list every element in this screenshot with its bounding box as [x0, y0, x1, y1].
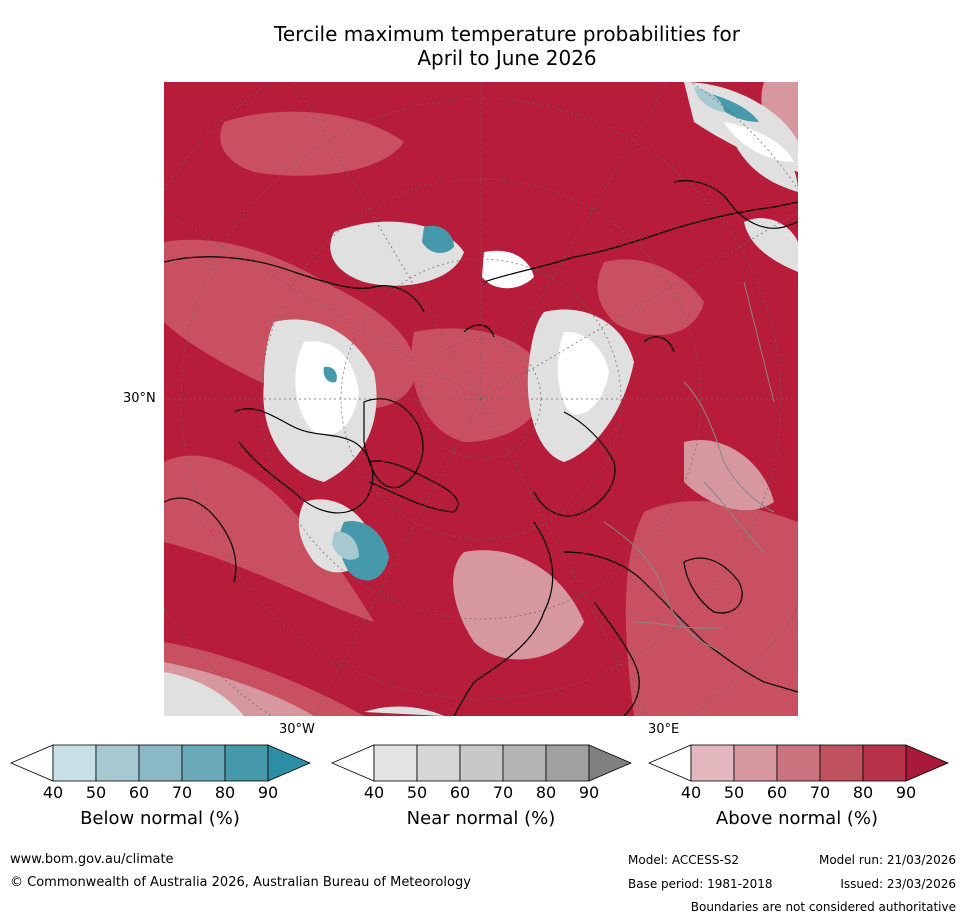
colorbar-near-title: Near normal (%) — [406, 808, 556, 829]
colorbar-extend-low — [330, 744, 375, 782]
colorbar-extend-high — [905, 744, 950, 782]
latitude-label-30n: 30°N — [123, 391, 156, 406]
colorbar-segment — [138, 744, 183, 782]
colorbar-segment — [690, 744, 735, 782]
colorbar-extend-high — [267, 744, 312, 782]
longitude-label-30w: 30°W — [279, 722, 315, 737]
colorbar-tick-label: 80 — [535, 783, 557, 802]
colorbar-below-title: Below normal (%) — [80, 808, 240, 829]
colorbar-segment — [502, 744, 547, 782]
colorbar-near-normal — [330, 744, 633, 786]
footer-url: www.bom.gov.au/climate — [10, 852, 174, 867]
no-signal-regions — [295, 122, 794, 436]
colorbar-segment — [95, 744, 140, 782]
colorbar-above-title: Above normal (%) — [715, 808, 879, 829]
colorbar-tick-label: 70 — [492, 783, 514, 802]
colorbar-tick-label: 60 — [449, 783, 471, 802]
colorbar-tick-label: 90 — [578, 783, 600, 802]
footer-issued: Issued: 23/03/2026 — [840, 877, 956, 891]
coastlines — [164, 180, 798, 716]
country-borders — [603, 281, 775, 653]
below-normal-weak-regions — [332, 87, 724, 560]
probability-map — [164, 82, 798, 716]
colorbar-segment — [181, 744, 226, 782]
colorbar-tick-label: 60 — [766, 783, 788, 802]
colorbar-segment — [545, 744, 590, 782]
colorbar-segment — [416, 744, 461, 782]
colorbar-graphic — [330, 744, 633, 782]
colorbar-tick-label: 50 — [85, 783, 107, 802]
colorbar-tick-label: 40 — [363, 783, 385, 802]
footer-copyright: © Commonwealth of Australia 2026, Austra… — [10, 875, 471, 890]
colorbar-extend-low — [647, 744, 692, 782]
colorbar-segment — [52, 744, 97, 782]
colorbar-extend-low — [9, 744, 54, 782]
colorbar-tick-label: 50 — [723, 783, 745, 802]
polar-projection-map — [164, 82, 798, 716]
longitude-label-30e: 30°E — [648, 722, 680, 737]
title-line-1: Tercile maximum temperature probabilitie… — [274, 22, 740, 46]
colorbar-above-normal — [647, 744, 950, 786]
footer-model: Model: ACCESS-S2 — [628, 853, 740, 867]
colorbar-tick-label: 80 — [214, 783, 236, 802]
colorbar-tick-label: 50 — [406, 783, 428, 802]
footer-base-period: Base period: 1981-2018 — [628, 877, 773, 891]
colorbar-segment — [224, 744, 269, 782]
colorbar-segment — [819, 744, 864, 782]
colorbar-below-normal — [9, 744, 312, 786]
title-line-2: April to June 2026 — [417, 46, 597, 70]
colorbar-segment — [459, 744, 504, 782]
colorbar-tick-label: 70 — [171, 783, 193, 802]
colorbar-tick-label: 90 — [257, 783, 279, 802]
colorbar-tick-label: 90 — [895, 783, 917, 802]
colorbar-tick-label: 80 — [852, 783, 874, 802]
colorbar-segment — [862, 744, 907, 782]
chart-title: Tercile maximum temperature probabilitie… — [160, 22, 854, 70]
colorbar-graphic — [647, 744, 950, 782]
colorbar-segment — [776, 744, 821, 782]
colorbar-tick-label: 70 — [809, 783, 831, 802]
colorbar-segment — [373, 744, 418, 782]
footer-disclaimer: Boundaries are not considered authoritat… — [690, 900, 956, 914]
colorbar-tick-label: 40 — [42, 783, 64, 802]
graticule — [164, 82, 798, 716]
colorbar-tick-label: 60 — [128, 783, 150, 802]
footer-model-run: Model run: 21/03/2026 — [818, 853, 956, 867]
colorbar-graphic — [9, 744, 312, 782]
colorbar-extend-high — [588, 744, 633, 782]
colorbar-tick-label: 40 — [680, 783, 702, 802]
colorbar-segment — [733, 744, 778, 782]
